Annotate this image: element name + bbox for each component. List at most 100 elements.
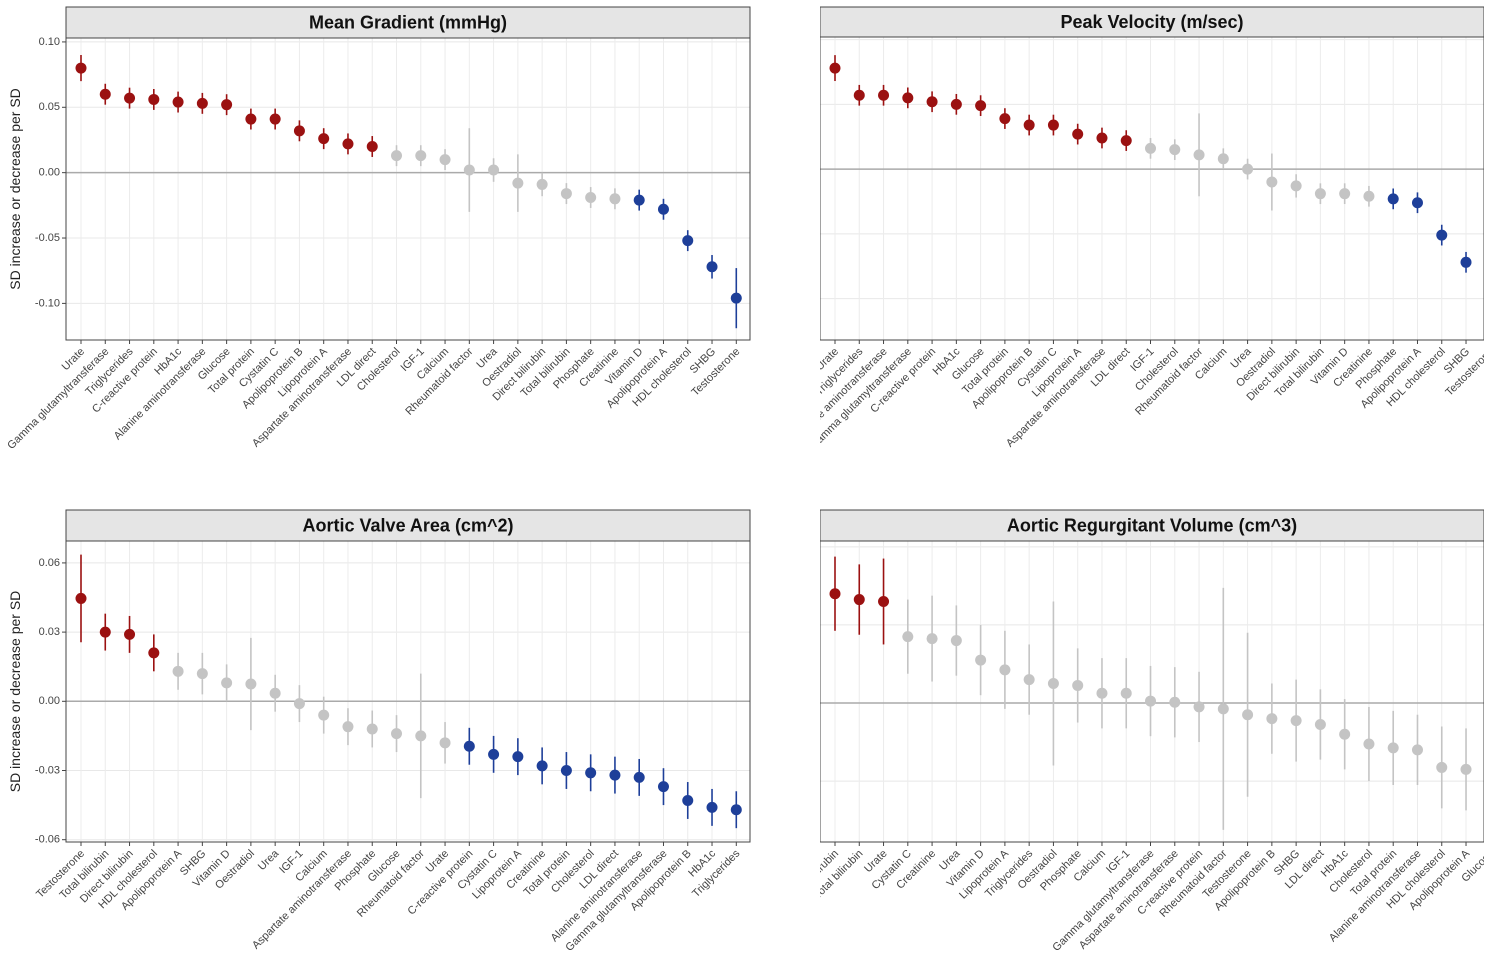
point [730, 292, 742, 304]
point [1047, 677, 1059, 689]
point [293, 698, 305, 710]
y-axis-title: SD increase or decrease per SD [761, 591, 777, 793]
point [439, 154, 451, 166]
point [1193, 701, 1205, 713]
point [75, 592, 87, 604]
point [902, 92, 914, 104]
y-tick-label: -0.10 [35, 297, 60, 309]
point [1242, 709, 1254, 721]
y-tick-label: 0.02 [793, 619, 814, 631]
y-tick-label: -0.05 [789, 228, 814, 240]
y-tick-label: 0.00 [39, 695, 60, 707]
point [950, 98, 962, 110]
point [1436, 229, 1448, 241]
point [1120, 687, 1132, 699]
point [609, 193, 621, 205]
point [706, 261, 718, 273]
point [1242, 163, 1254, 175]
y-tick-label: 0.05 [39, 101, 60, 113]
point [633, 771, 645, 783]
plot-background [66, 38, 750, 340]
point [975, 100, 987, 112]
panel: Peak Velocity (m/sec) SD increase or decr… [761, 6, 1484, 452]
point [536, 178, 548, 190]
point [1047, 119, 1059, 131]
y-tick-label: -0.05 [35, 232, 60, 244]
point [878, 596, 890, 608]
point [1096, 132, 1108, 144]
point [1193, 149, 1205, 161]
point [1120, 135, 1132, 147]
y-axis-title: SD increase or decrease per SD [7, 591, 23, 793]
point [902, 631, 914, 643]
y-axis-title: SD increase or decrease per SD [761, 88, 777, 290]
point [1266, 176, 1278, 188]
point [682, 235, 694, 247]
point [1145, 695, 1157, 707]
point [342, 138, 354, 150]
strip [65, 6, 751, 39]
point [975, 654, 987, 666]
point [1387, 742, 1399, 754]
point [1023, 674, 1035, 686]
panel-title: Mean Gradient (mmHg) [309, 12, 507, 32]
point [245, 113, 257, 125]
y-tick-label: -0.03 [35, 764, 60, 776]
plot-background [820, 541, 1484, 842]
point [148, 647, 160, 659]
point [196, 668, 208, 680]
point [1460, 256, 1472, 268]
point [682, 794, 694, 806]
point [1145, 142, 1157, 154]
panel: Mean Gradient (mmHg) SD increase or decre… [5, 6, 751, 452]
point [1436, 761, 1448, 773]
point [1290, 715, 1302, 727]
point [706, 801, 718, 813]
point [172, 96, 184, 108]
point [269, 113, 281, 125]
point [999, 113, 1011, 125]
point [439, 737, 451, 749]
y-tick-label: 0.00 [793, 697, 814, 709]
point [99, 88, 111, 100]
point [585, 191, 597, 203]
point [318, 709, 330, 721]
y-tick-label: -0.10 [789, 292, 814, 304]
point [1411, 197, 1423, 209]
point [1460, 763, 1472, 775]
y-tick-label: -0.02 [789, 775, 814, 787]
point [1339, 728, 1351, 740]
point [926, 96, 938, 108]
x-tick-label: Gamma glutamyltransferase [5, 346, 111, 452]
point [829, 62, 841, 74]
panel: Aortic Regurgitant Volume (cm^3) SD incre… [761, 509, 1484, 954]
plot-background [820, 37, 1484, 340]
point [221, 677, 233, 689]
point [853, 594, 865, 606]
point [1169, 144, 1181, 156]
point [730, 804, 742, 816]
point [221, 99, 233, 111]
point [1314, 718, 1326, 730]
panel-title: Aortic Valve Area (cm^2) [303, 515, 514, 535]
y-tick-label: -0.06 [35, 834, 60, 846]
strip [65, 509, 751, 542]
point [1411, 744, 1423, 756]
point [245, 678, 257, 690]
point [318, 133, 330, 145]
point [999, 664, 1011, 676]
point [488, 164, 500, 176]
point [1096, 687, 1108, 699]
point [1339, 188, 1351, 200]
point [366, 141, 378, 153]
point [853, 89, 865, 101]
plot-border [65, 540, 751, 843]
point [609, 769, 621, 781]
point [950, 635, 962, 647]
point [99, 626, 111, 638]
point [585, 767, 597, 779]
point [1387, 193, 1399, 205]
point [75, 62, 87, 74]
point [560, 188, 572, 200]
point [536, 760, 548, 772]
